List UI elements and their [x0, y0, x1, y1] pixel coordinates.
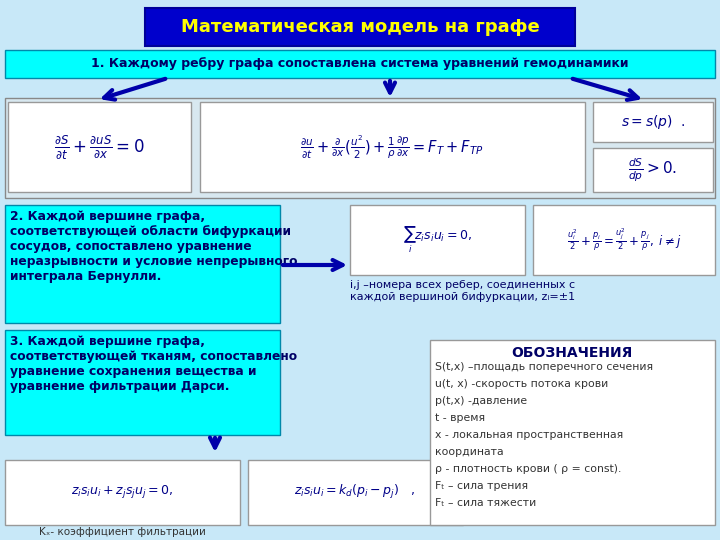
Bar	[5, 330, 280, 435]
Text: 3. Каждой вершине графа,
соответствующей тканям, сопоставлено
уравнение сохранен: 3. Каждой вершине графа, соответствующей…	[10, 335, 297, 393]
Bar	[5, 460, 240, 525]
Text: $\frac{dS}{dp}>0.$: $\frac{dS}{dp}>0.$	[629, 156, 678, 184]
Text: $\frac{\partial u}{\partial t}+\frac{\partial}{\partial x}(\frac{u^2}{2})+\frac{: $\frac{\partial u}{\partial t}+\frac{\pa…	[300, 133, 484, 160]
Text: координата: координата	[435, 447, 503, 457]
Bar	[5, 98, 715, 198]
Text: Fₜ – сила трения: Fₜ – сила трения	[435, 481, 528, 491]
Text: 2. Каждой вершине графа,
соответствующей области бифуркации
сосудов, сопоставлен: 2. Каждой вершине графа, соответствующей…	[10, 210, 297, 283]
Text: 1. Каждому ребру графа сопоставлена система уравнений гемодинамики: 1. Каждому ребру графа сопоставлена сист…	[91, 57, 629, 71]
Bar	[430, 340, 715, 525]
Text: S(t,x) –площадь поперечного сечения: S(t,x) –площадь поперечного сечения	[435, 362, 653, 372]
Bar	[145, 8, 575, 46]
Bar	[5, 50, 715, 78]
Text: Математическая модель на графе: Математическая модель на графе	[181, 18, 539, 36]
Bar	[248, 460, 463, 525]
Text: x - локальная пространственная: x - локальная пространственная	[435, 430, 624, 440]
Bar	[593, 102, 713, 142]
Text: u(t, x) -скорость потока крови: u(t, x) -скорость потока крови	[435, 379, 608, 389]
Text: ОБОЗНАЧЕНИЯ: ОБОЗНАЧЕНИЯ	[511, 346, 633, 360]
Bar	[8, 102, 191, 192]
Text: $\frac{u_i^2}{2}+\frac{p_i}{\rho}=\frac{u_j^2}{2}+\frac{p_j}{\rho},\; i\neq j$: $\frac{u_i^2}{2}+\frac{p_i}{\rho}=\frac{…	[567, 227, 681, 253]
Bar	[350, 205, 525, 275]
Bar	[533, 205, 715, 275]
Text: ρ - плотность крови ( ρ = const).: ρ - плотность крови ( ρ = const).	[435, 464, 621, 474]
Text: $z_i s_i u_i = k_d(p_i - p_j)$   ,: $z_i s_i u_i = k_d(p_i - p_j)$ ,	[294, 483, 415, 501]
Text: t - время: t - время	[435, 413, 485, 423]
Text: $\sum_i z_i s_i u_i = 0,$: $\sum_i z_i s_i u_i = 0,$	[402, 225, 472, 255]
Text: Fₜ – сила тяжести: Fₜ – сила тяжести	[435, 498, 536, 508]
Text: p(t,x) -давление: p(t,x) -давление	[435, 396, 527, 406]
Bar	[5, 205, 280, 323]
Bar	[200, 102, 585, 192]
Text: $\frac{\partial S}{\partial t}+\frac{\partial uS}{\partial x}=0$: $\frac{\partial S}{\partial t}+\frac{\pa…	[54, 133, 144, 161]
Bar	[593, 148, 713, 192]
Text: $s=s(p)$  .: $s=s(p)$ .	[621, 113, 685, 131]
Text: i,j –номера всех ребер, соединенных с
каждой вершиной бифуркации, zᵢ=±1: i,j –номера всех ребер, соединенных с ка…	[350, 280, 575, 302]
Text: $z_i s_i u_i + z_j s_j u_j = 0,$: $z_i s_i u_i + z_j s_j u_j = 0,$	[71, 483, 173, 501]
Text: Kₓ- коэффициент фильтрации: Kₓ- коэффициент фильтрации	[39, 527, 205, 537]
